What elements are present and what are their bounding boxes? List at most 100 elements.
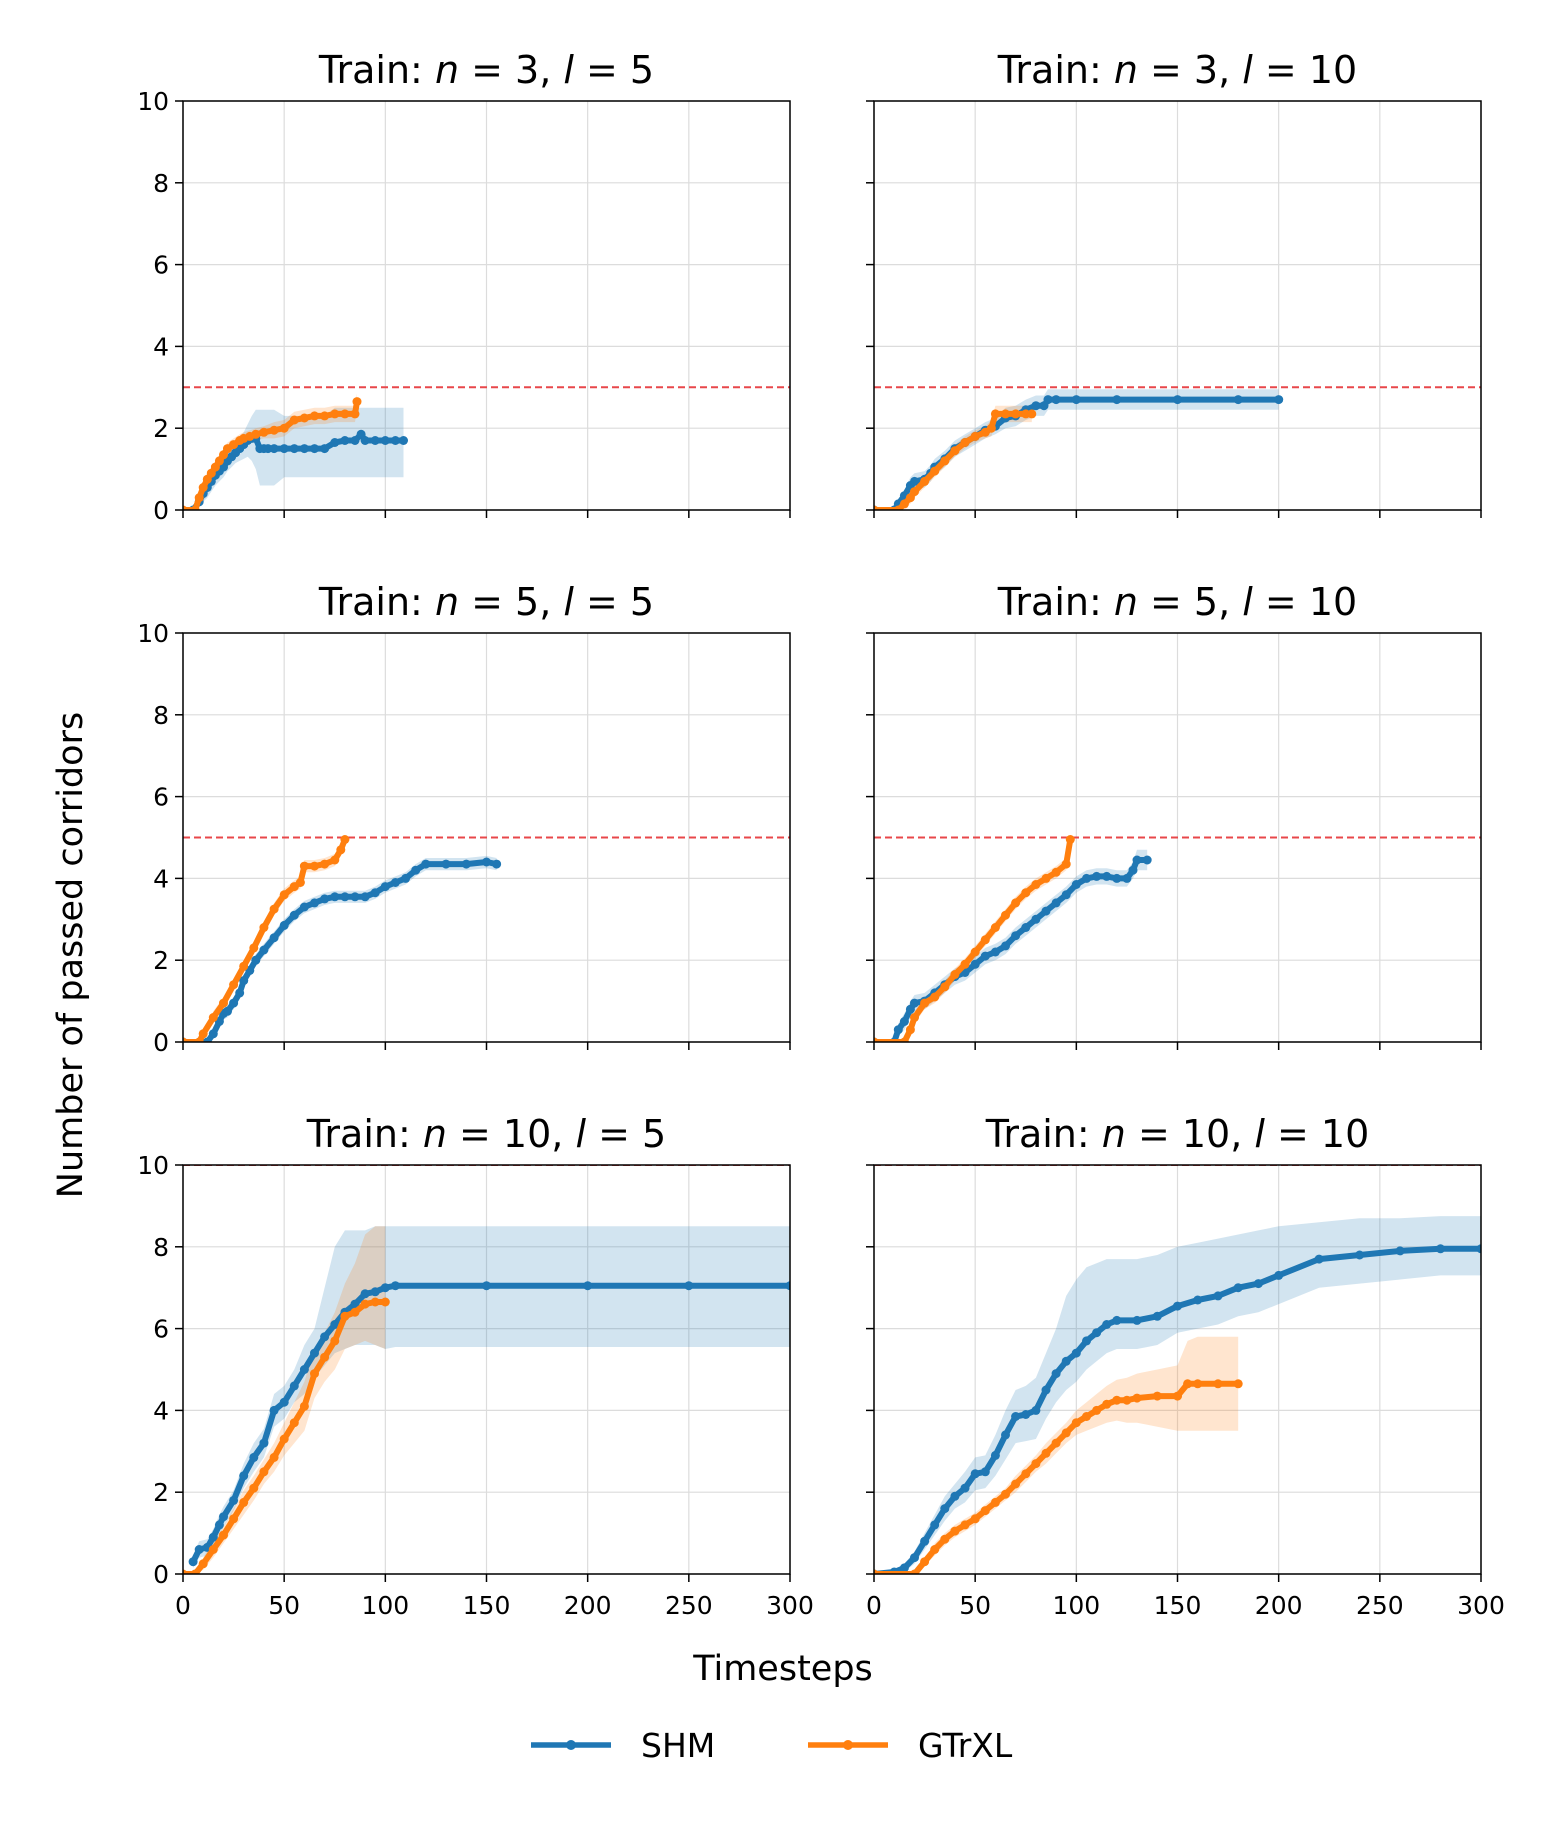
data-point-gtrxl bbox=[190, 1569, 200, 1574]
data-point-gtrxl bbox=[299, 1401, 309, 1411]
data-point-shm bbox=[1011, 931, 1021, 941]
data-point-gtrxl bbox=[336, 845, 346, 855]
data-point-gtrxl bbox=[340, 835, 350, 844]
data-point-gtrxl bbox=[1011, 409, 1021, 419]
data-point-gtrxl bbox=[960, 959, 970, 969]
data-point-shm bbox=[229, 1495, 239, 1505]
data-point-gtrxl bbox=[1051, 867, 1061, 877]
data-point-shm bbox=[259, 1438, 269, 1448]
data-point-shm bbox=[482, 1281, 491, 1291]
data-point-shm bbox=[279, 920, 289, 930]
data-point-shm bbox=[1001, 941, 1010, 951]
data-point-shm bbox=[1031, 914, 1041, 924]
data-point-shm bbox=[940, 1504, 950, 1514]
legend-item-shm[interactable]: SHM bbox=[531, 1726, 715, 1765]
data-point-shm bbox=[380, 882, 390, 892]
confidence-band-shm bbox=[193, 1226, 790, 1568]
data-point-shm bbox=[910, 998, 919, 1008]
data-point-gtrxl bbox=[289, 415, 299, 425]
data-point-shm bbox=[350, 892, 360, 902]
data-point-shm bbox=[1082, 873, 1091, 883]
data-point-gtrxl bbox=[1213, 1379, 1223, 1389]
subplot-title: Train: n = 10, l = 5 bbox=[306, 1112, 666, 1156]
data-point-shm bbox=[1041, 1385, 1051, 1395]
data-point-gtrxl bbox=[990, 409, 1000, 419]
data-point-shm bbox=[249, 1452, 259, 1462]
data-point-shm bbox=[340, 892, 350, 902]
data-point-shm bbox=[1253, 1279, 1263, 1289]
data-point-gtrxl bbox=[950, 1526, 960, 1536]
data-point-gtrxl bbox=[350, 409, 360, 419]
y-tick-label: 10 bbox=[137, 619, 169, 648]
data-point-shm bbox=[370, 436, 380, 445]
data-point-shm bbox=[1082, 1336, 1091, 1346]
data-point-gtrxl bbox=[1102, 1399, 1112, 1409]
data-point-shm bbox=[1021, 1410, 1031, 1419]
data-point-gtrxl bbox=[1233, 1379, 1243, 1389]
data-point-gtrxl bbox=[208, 1545, 218, 1554]
data-point-gtrxl bbox=[229, 1514, 239, 1524]
data-point-shm bbox=[310, 444, 319, 454]
data-point-shm bbox=[251, 955, 261, 965]
data-point-shm bbox=[1071, 1348, 1081, 1358]
data-point-gtrxl bbox=[194, 1037, 204, 1042]
data-point-shm bbox=[1112, 873, 1122, 883]
y-tick-label: 8 bbox=[153, 169, 169, 198]
data-point-shm bbox=[482, 857, 491, 867]
data-point-shm bbox=[1173, 395, 1182, 405]
subplot-6: 0 50 100 150 200 250 300 Train: n = 10, l = 10 bbox=[866, 1112, 1505, 1620]
data-point-gtrxl bbox=[249, 943, 259, 953]
legend-item-gtrxl[interactable]: GTrXL bbox=[808, 1726, 1013, 1765]
data-point-shm bbox=[390, 1281, 400, 1291]
y-axis-label: Number of passed corridors bbox=[51, 712, 91, 1198]
data-point-gtrxl bbox=[1021, 888, 1031, 898]
data-point-gtrxl bbox=[970, 431, 980, 441]
data-point-shm bbox=[1395, 1246, 1405, 1256]
data-point-gtrxl bbox=[899, 1037, 909, 1042]
confidence-band-shm bbox=[193, 407, 404, 510]
data-point-gtrxl bbox=[990, 1497, 1000, 1507]
data-point-shm bbox=[360, 892, 370, 902]
data-point-shm bbox=[1142, 855, 1152, 865]
data-point-gtrxl bbox=[930, 466, 940, 476]
y-tick-label: 6 bbox=[153, 783, 169, 812]
y-tick-label: 8 bbox=[153, 701, 169, 730]
data-point-gtrxl bbox=[1132, 1393, 1142, 1403]
data-point-shm bbox=[370, 888, 380, 898]
data-point-shm bbox=[970, 959, 980, 969]
data-point-shm bbox=[289, 444, 299, 454]
data-point-shm bbox=[208, 1029, 218, 1039]
y-tick-label: 4 bbox=[153, 864, 169, 893]
data-point-shm bbox=[1031, 401, 1041, 411]
data-point-shm bbox=[1092, 1328, 1102, 1338]
data-point-shm bbox=[320, 1332, 330, 1342]
data-point-gtrxl bbox=[239, 1497, 249, 1507]
data-point-gtrxl bbox=[1001, 409, 1010, 419]
data-point-shm bbox=[299, 444, 309, 454]
data-point-shm bbox=[899, 1563, 909, 1573]
data-point-shm bbox=[1021, 923, 1031, 932]
data-point-gtrxl bbox=[1071, 1418, 1081, 1428]
subplot-2: Train: n = 3, l = 10 bbox=[866, 48, 1482, 518]
data-point-gtrxl bbox=[940, 982, 950, 992]
x-tick-label: 0 bbox=[175, 1591, 191, 1620]
data-point-shm bbox=[370, 1287, 380, 1297]
data-point-shm bbox=[1011, 1412, 1021, 1421]
data-point-gtrxl bbox=[1061, 859, 1071, 869]
data-point-shm bbox=[1213, 1291, 1223, 1301]
data-point-shm bbox=[208, 1532, 218, 1542]
subplot-title: Train: n = 10, l = 10 bbox=[985, 1112, 1370, 1156]
data-point-shm bbox=[1152, 1311, 1162, 1321]
data-point-shm bbox=[583, 1281, 593, 1291]
data-point-shm bbox=[1001, 1430, 1010, 1440]
data-point-gtrxl bbox=[1122, 1395, 1132, 1405]
data-point-gtrxl bbox=[1011, 1479, 1021, 1489]
data-point-gtrxl bbox=[219, 1530, 228, 1540]
data-point-shm bbox=[1051, 395, 1061, 405]
data-point-shm bbox=[1043, 395, 1053, 405]
confidence-band-gtrxl bbox=[874, 835, 1071, 1042]
data-point-shm bbox=[390, 436, 400, 445]
data-point-gtrxl bbox=[320, 859, 330, 869]
x-tick-label: 250 bbox=[1356, 1591, 1404, 1620]
data-point-gtrxl bbox=[229, 980, 239, 990]
